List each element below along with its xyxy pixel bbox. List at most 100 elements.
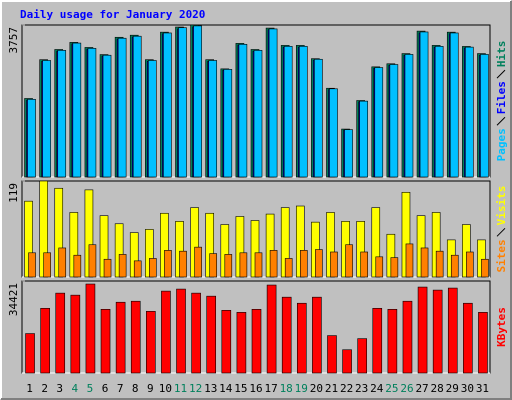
bar bbox=[43, 252, 51, 278]
bar bbox=[284, 258, 293, 278]
bar bbox=[164, 250, 172, 278]
legend-entry: Hits bbox=[495, 41, 508, 68]
legend-separator bbox=[496, 227, 506, 237]
x-tick-label: 3 bbox=[56, 382, 63, 395]
y-tick-label: 3757 bbox=[7, 27, 20, 54]
bar bbox=[329, 88, 338, 178]
bar bbox=[102, 54, 112, 178]
bar bbox=[85, 283, 96, 374]
bar bbox=[115, 301, 126, 374]
bar bbox=[478, 312, 488, 374]
x-tick-label: 7 bbox=[117, 382, 124, 395]
bar bbox=[299, 250, 308, 278]
bar bbox=[269, 250, 278, 278]
x-tick-label: 4 bbox=[72, 382, 79, 395]
bar bbox=[118, 254, 127, 278]
x-tick-label: 20 bbox=[310, 382, 323, 395]
legend-entry: Pages bbox=[495, 128, 508, 161]
x-tick-label: 22 bbox=[340, 382, 353, 395]
bar bbox=[206, 295, 217, 374]
x-tick-label: 26 bbox=[400, 382, 413, 395]
bar bbox=[389, 64, 399, 178]
y-tick-label: 119 bbox=[7, 183, 20, 203]
bar bbox=[191, 292, 201, 374]
chart-title: Daily usage for January 2020 bbox=[20, 8, 205, 21]
bar bbox=[375, 256, 384, 278]
bar bbox=[342, 349, 352, 374]
bar bbox=[387, 309, 398, 374]
bar bbox=[73, 254, 82, 278]
bar bbox=[161, 290, 171, 374]
bar bbox=[70, 294, 81, 374]
bar bbox=[87, 48, 97, 178]
bar bbox=[28, 252, 36, 278]
x-tick-label: 2 bbox=[41, 382, 48, 395]
x-tick-label: 6 bbox=[102, 382, 109, 395]
bar bbox=[209, 253, 218, 278]
bar bbox=[434, 46, 444, 178]
bar bbox=[163, 32, 172, 178]
bar bbox=[239, 252, 248, 278]
x-tick-label: 15 bbox=[234, 382, 247, 395]
bar bbox=[281, 296, 292, 374]
bar bbox=[372, 307, 383, 374]
x-tick-label: 27 bbox=[415, 382, 428, 395]
bar bbox=[283, 46, 293, 178]
bar bbox=[435, 250, 444, 278]
bar bbox=[359, 100, 368, 178]
bar bbox=[268, 28, 278, 178]
x-tick-label: 28 bbox=[431, 382, 444, 395]
bar bbox=[223, 69, 233, 178]
legend-entry: Sites bbox=[495, 239, 508, 272]
bar bbox=[447, 287, 458, 374]
bar bbox=[315, 249, 323, 278]
x-tick-label: 31 bbox=[476, 382, 489, 395]
bar bbox=[253, 50, 263, 178]
bar bbox=[432, 289, 443, 374]
bar bbox=[133, 260, 142, 278]
x-tick-label: 8 bbox=[132, 382, 139, 395]
bar bbox=[357, 338, 367, 374]
x-tick-label: 13 bbox=[204, 382, 217, 395]
x-tick-label: 23 bbox=[355, 382, 368, 395]
bar bbox=[193, 25, 202, 178]
bar bbox=[178, 27, 187, 178]
x-tick-label: 14 bbox=[219, 382, 233, 395]
bar bbox=[25, 333, 35, 374]
bar bbox=[221, 310, 232, 374]
bar bbox=[58, 247, 67, 278]
bar bbox=[481, 258, 489, 278]
x-tick-label: 21 bbox=[325, 382, 338, 395]
x-tick-label: 10 bbox=[159, 382, 172, 395]
bar bbox=[405, 243, 414, 278]
bar bbox=[480, 54, 489, 178]
bar bbox=[450, 254, 459, 278]
bar bbox=[449, 32, 459, 178]
bar bbox=[345, 244, 353, 278]
bar bbox=[360, 251, 368, 278]
bar bbox=[100, 309, 111, 374]
x-tick-label: 24 bbox=[370, 382, 384, 395]
bar bbox=[117, 37, 127, 178]
bar bbox=[251, 309, 262, 374]
bar bbox=[148, 60, 157, 178]
x-tick-label: 19 bbox=[295, 382, 308, 395]
bar bbox=[390, 257, 399, 278]
bar bbox=[179, 250, 187, 278]
legend-entry: Visits bbox=[495, 186, 508, 226]
bar bbox=[238, 43, 248, 178]
bar bbox=[40, 307, 50, 374]
bar bbox=[330, 251, 338, 278]
x-tick-label: 1 bbox=[26, 382, 33, 395]
bar bbox=[236, 312, 247, 374]
bar bbox=[208, 60, 218, 178]
x-tick-label: 18 bbox=[280, 382, 293, 395]
legend-entry: Files bbox=[495, 81, 508, 114]
bar bbox=[224, 254, 233, 278]
bar bbox=[254, 252, 263, 278]
bar bbox=[88, 244, 97, 278]
x-tick-label: 30 bbox=[461, 382, 474, 395]
bar bbox=[266, 284, 277, 374]
bar bbox=[374, 67, 384, 178]
